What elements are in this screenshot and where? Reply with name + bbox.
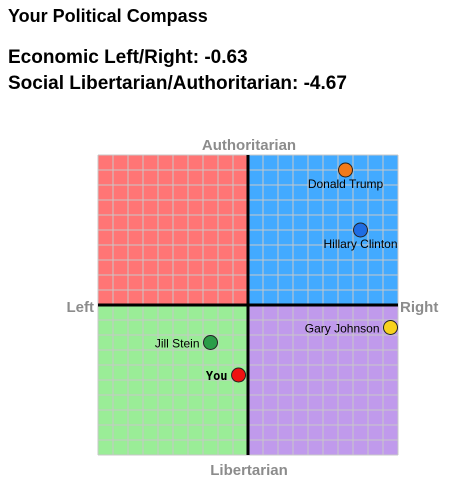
point-label-jill-stein: Jill Stein [155, 337, 200, 351]
page-title: Your Political Compass [8, 6, 208, 26]
economic-score: Economic Left/Right: -0.63 [8, 47, 248, 68]
axis-label-right: Right [400, 299, 438, 316]
point-marker-you [231, 367, 247, 383]
social-score: Social Libertarian/Authoritarian: -4.67 [8, 73, 347, 94]
point-label-gary-johnson: Gary Johnson [305, 322, 380, 336]
point-label-hillary-clinton: Hillary Clinton [323, 237, 397, 251]
point-label-donald-trump: Donald Trump [308, 177, 384, 191]
point-label-you: You [206, 369, 228, 383]
axis-label-left: Left [67, 299, 95, 316]
point-marker-jill-stein [203, 335, 218, 350]
point-marker-hillary-clinton [353, 222, 368, 238]
axis-label-authoritarian: Authoritarian [202, 137, 296, 154]
point-marker-donald-trump [338, 162, 353, 178]
axis-label-libertarian: Libertarian [210, 462, 288, 479]
main-axes [98, 155, 398, 455]
data-points: Donald Trump Hillary Clinton Gary Johnson J… [155, 162, 398, 383]
point-marker-gary-johnson [383, 320, 398, 335]
